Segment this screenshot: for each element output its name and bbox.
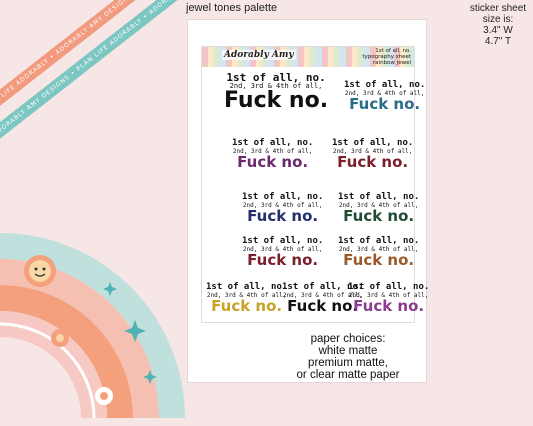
sticker-line1: 1st of all, no. <box>232 138 314 148</box>
sticker: 1st of all, no. 2nd, 3rd & 4th of all, F… <box>338 237 419 268</box>
sticker-line1: 1st of all, no. <box>338 236 420 246</box>
sticker-sheet: Adorably Amy 1st of all, no. typography … <box>201 46 429 323</box>
sticker: 1st of all, no. 2nd, 3rd & 4th of all, F… <box>206 283 287 314</box>
sticker-line1: 1st of all, no. <box>282 282 364 292</box>
paper-title: paper choices: <box>310 333 386 345</box>
sheet-size-width: 3.4" W <box>483 25 513 36</box>
sticker-line2: 2nd, 3rd & 4th of all, <box>332 148 413 155</box>
header-info-3: rainbow jewel <box>372 60 411 66</box>
sticker-line1: 1st of all, no. <box>332 138 414 148</box>
sticker-line1: 1st of all, no. <box>344 80 426 90</box>
sticker-line3: Fuck no. <box>349 95 421 113</box>
sticker: 1st of all, no. 2nd, 3rd & 4th of all, F… <box>232 139 313 170</box>
sticker-line2: 2nd, 3rd & 4th of all, <box>229 82 323 90</box>
sticker-line2: 2nd, 3rd & 4th of all, <box>348 292 429 299</box>
palette-label: jewel tones palette <box>186 2 278 14</box>
sticker-line3: Fuck no. <box>237 153 309 171</box>
sticker-line3: Fuck no. <box>337 153 409 171</box>
sticker-line3: Fuck no. <box>343 251 415 269</box>
sticker-line1: 1st of all, no. <box>348 282 430 292</box>
paper-option-1: white matte <box>318 345 378 357</box>
sticker-line1: 1st of all, no. <box>206 282 288 292</box>
sticker-line3: Fuck no. <box>247 251 319 269</box>
sticker: 1st of all, no. 2nd, 3rd & 4th of all, F… <box>338 193 419 224</box>
daisy-icon <box>95 387 113 405</box>
sheet-size-line2: size is: <box>482 14 514 25</box>
paper-choices: paper choices: white matte premium matte… <box>278 333 418 381</box>
sticker: 1st of all, no. 2nd, 3rd & 4th of all, F… <box>224 72 328 112</box>
brand-logo: Adorably Amy <box>222 50 296 60</box>
paper-option-2: premium matte, <box>308 357 388 369</box>
sticker-line3: Fuck no. <box>287 297 359 315</box>
sticker: 1st of all, no. 2nd, 3rd & 4th of all, F… <box>242 237 323 268</box>
sticker-line3: Fuck no. <box>211 297 283 315</box>
sticker-line3: Fuck no. <box>353 297 425 315</box>
rainbow-illustration <box>0 233 185 419</box>
sticker-line2: 2nd, 3rd & 4th of all, <box>242 202 323 209</box>
sticker-line1: 1st of all, no. <box>242 192 324 202</box>
sheet-size-height: 4.7" T <box>484 36 512 47</box>
sticker: 1st of all, no. 2nd, 3rd & 4th of all, F… <box>332 139 413 170</box>
header-info-1: 1st of all, no. <box>375 48 411 54</box>
sticker-line2: 2nd, 3rd & 4th of all, <box>242 246 323 253</box>
sticker-line2: 2nd, 3rd & 4th of all, <box>338 246 419 253</box>
sticker-line2: 2nd, 3rd & 4th of all, <box>206 292 287 299</box>
sticker: 1st of all, no. 2nd, 3rd & 4th of all, F… <box>282 283 363 314</box>
sticker-line3: Fuck no. <box>247 207 319 225</box>
sticker: 1st of all, no. 2nd, 3rd & 4th of all, F… <box>344 81 425 112</box>
smiley-flower-icon <box>24 255 56 287</box>
sticker-line2: 2nd, 3rd & 4th of all, <box>232 148 313 155</box>
sticker-line2: 2nd, 3rd & 4th of all, <box>338 202 419 209</box>
sticker-line2: 2nd, 3rd & 4th of all, <box>282 292 363 299</box>
sticker-line1: 1st of all, no. <box>338 192 420 202</box>
sheet-size-info: sticker sheet size is: 3.4" W 4.7" T <box>466 3 530 47</box>
sticker-line3: Fuck no. <box>343 207 415 225</box>
sticker-line1: 1st of all, no. <box>242 236 324 246</box>
sticker-line3: Fuck no. <box>224 88 329 113</box>
header-info-2: typography sheet <box>362 54 411 60</box>
sheet-header-info: 1st of all, no. typography sheet rainbow… <box>362 48 411 66</box>
flower-icon <box>51 329 69 347</box>
sticker: 1st of all, no. 2nd, 3rd & 4th of all, F… <box>242 193 323 224</box>
sticker: 1st of all, no. 2nd, 3rd & 4th of all, F… <box>348 283 429 314</box>
sparkle-icon <box>103 282 157 384</box>
paper-option-3: or clear matte paper <box>296 369 400 381</box>
sticker-line1: 1st of all, no. <box>226 71 326 84</box>
sheet-size-line1: sticker sheet <box>469 3 527 14</box>
sticker-line2: 2nd, 3rd & 4th of all, <box>344 90 425 97</box>
